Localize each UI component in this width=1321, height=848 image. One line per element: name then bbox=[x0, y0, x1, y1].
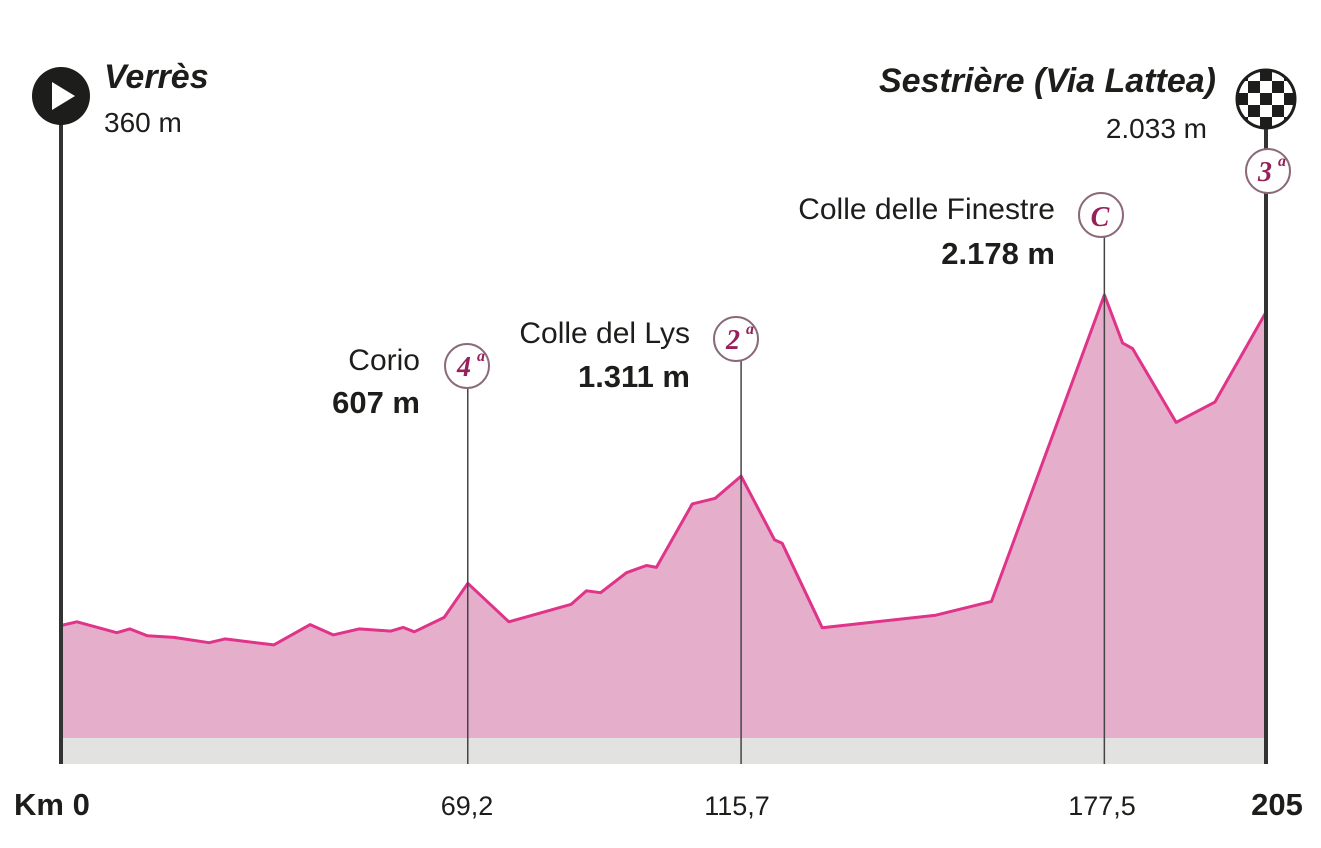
category-sup-corio: a bbox=[477, 348, 485, 365]
start-name: Verrès bbox=[104, 58, 209, 96]
start-altitude: 360 m bbox=[104, 107, 182, 138]
category-text-corio: 4 bbox=[456, 352, 471, 383]
climb-name-colle-del-lys: Colle del Lys bbox=[519, 317, 690, 350]
finish-name: Sestrière (Via Lattea) bbox=[879, 62, 1216, 100]
start-play-icon bbox=[32, 67, 90, 125]
category-sup-colle-del-lys: a bbox=[746, 321, 754, 338]
category-badge-colle-del-lys: 2 a bbox=[713, 316, 759, 362]
km-label-finish: 205 bbox=[1251, 787, 1303, 822]
finish-category-badge: 3 a bbox=[1245, 148, 1291, 194]
finish-altitude: 2.033 m bbox=[1106, 113, 1207, 144]
category-text-colle-delle-finestre: C bbox=[1091, 202, 1110, 233]
category-badge-colle-delle-finestre: C bbox=[1078, 192, 1124, 238]
km-label-colle-del-lys: 115,7 bbox=[704, 791, 770, 821]
elevation-profile-line bbox=[60, 293, 1268, 647]
finish-category-text: 3 bbox=[1257, 157, 1272, 188]
km-label-start: Km 0 bbox=[14, 787, 90, 822]
category-badge-corio: 4 a bbox=[444, 343, 490, 389]
climb-altitude-colle-delle-finestre: 2.178 m bbox=[941, 236, 1055, 271]
climb-name-corio: Corio bbox=[348, 344, 420, 377]
finish-category-sup: a bbox=[1278, 153, 1286, 170]
climb-altitude-colle-del-lys: 1.311 m bbox=[578, 359, 690, 394]
climb-name-colle-delle-finestre: Colle delle Finestre bbox=[798, 193, 1055, 226]
finish-checkered-flag-icon bbox=[1235, 68, 1297, 130]
elevation-profile-area bbox=[61, 294, 1266, 738]
km-label-colle-delle-finestre: 177,5 bbox=[1068, 791, 1136, 821]
climb-altitude-corio: 607 m bbox=[332, 385, 420, 420]
km-label-corio: 69,2 bbox=[441, 791, 494, 821]
category-text-colle-del-lys: 2 bbox=[725, 325, 740, 356]
ground-strip bbox=[61, 738, 1266, 764]
